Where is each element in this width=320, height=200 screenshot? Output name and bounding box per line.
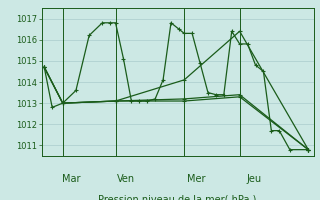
Text: Jeu: Jeu (246, 174, 261, 184)
Text: Mer: Mer (188, 174, 206, 184)
Text: Pression niveau de la mer( hPa ): Pression niveau de la mer( hPa ) (99, 194, 257, 200)
Text: Mar: Mar (62, 174, 81, 184)
Text: Ven: Ven (117, 174, 135, 184)
